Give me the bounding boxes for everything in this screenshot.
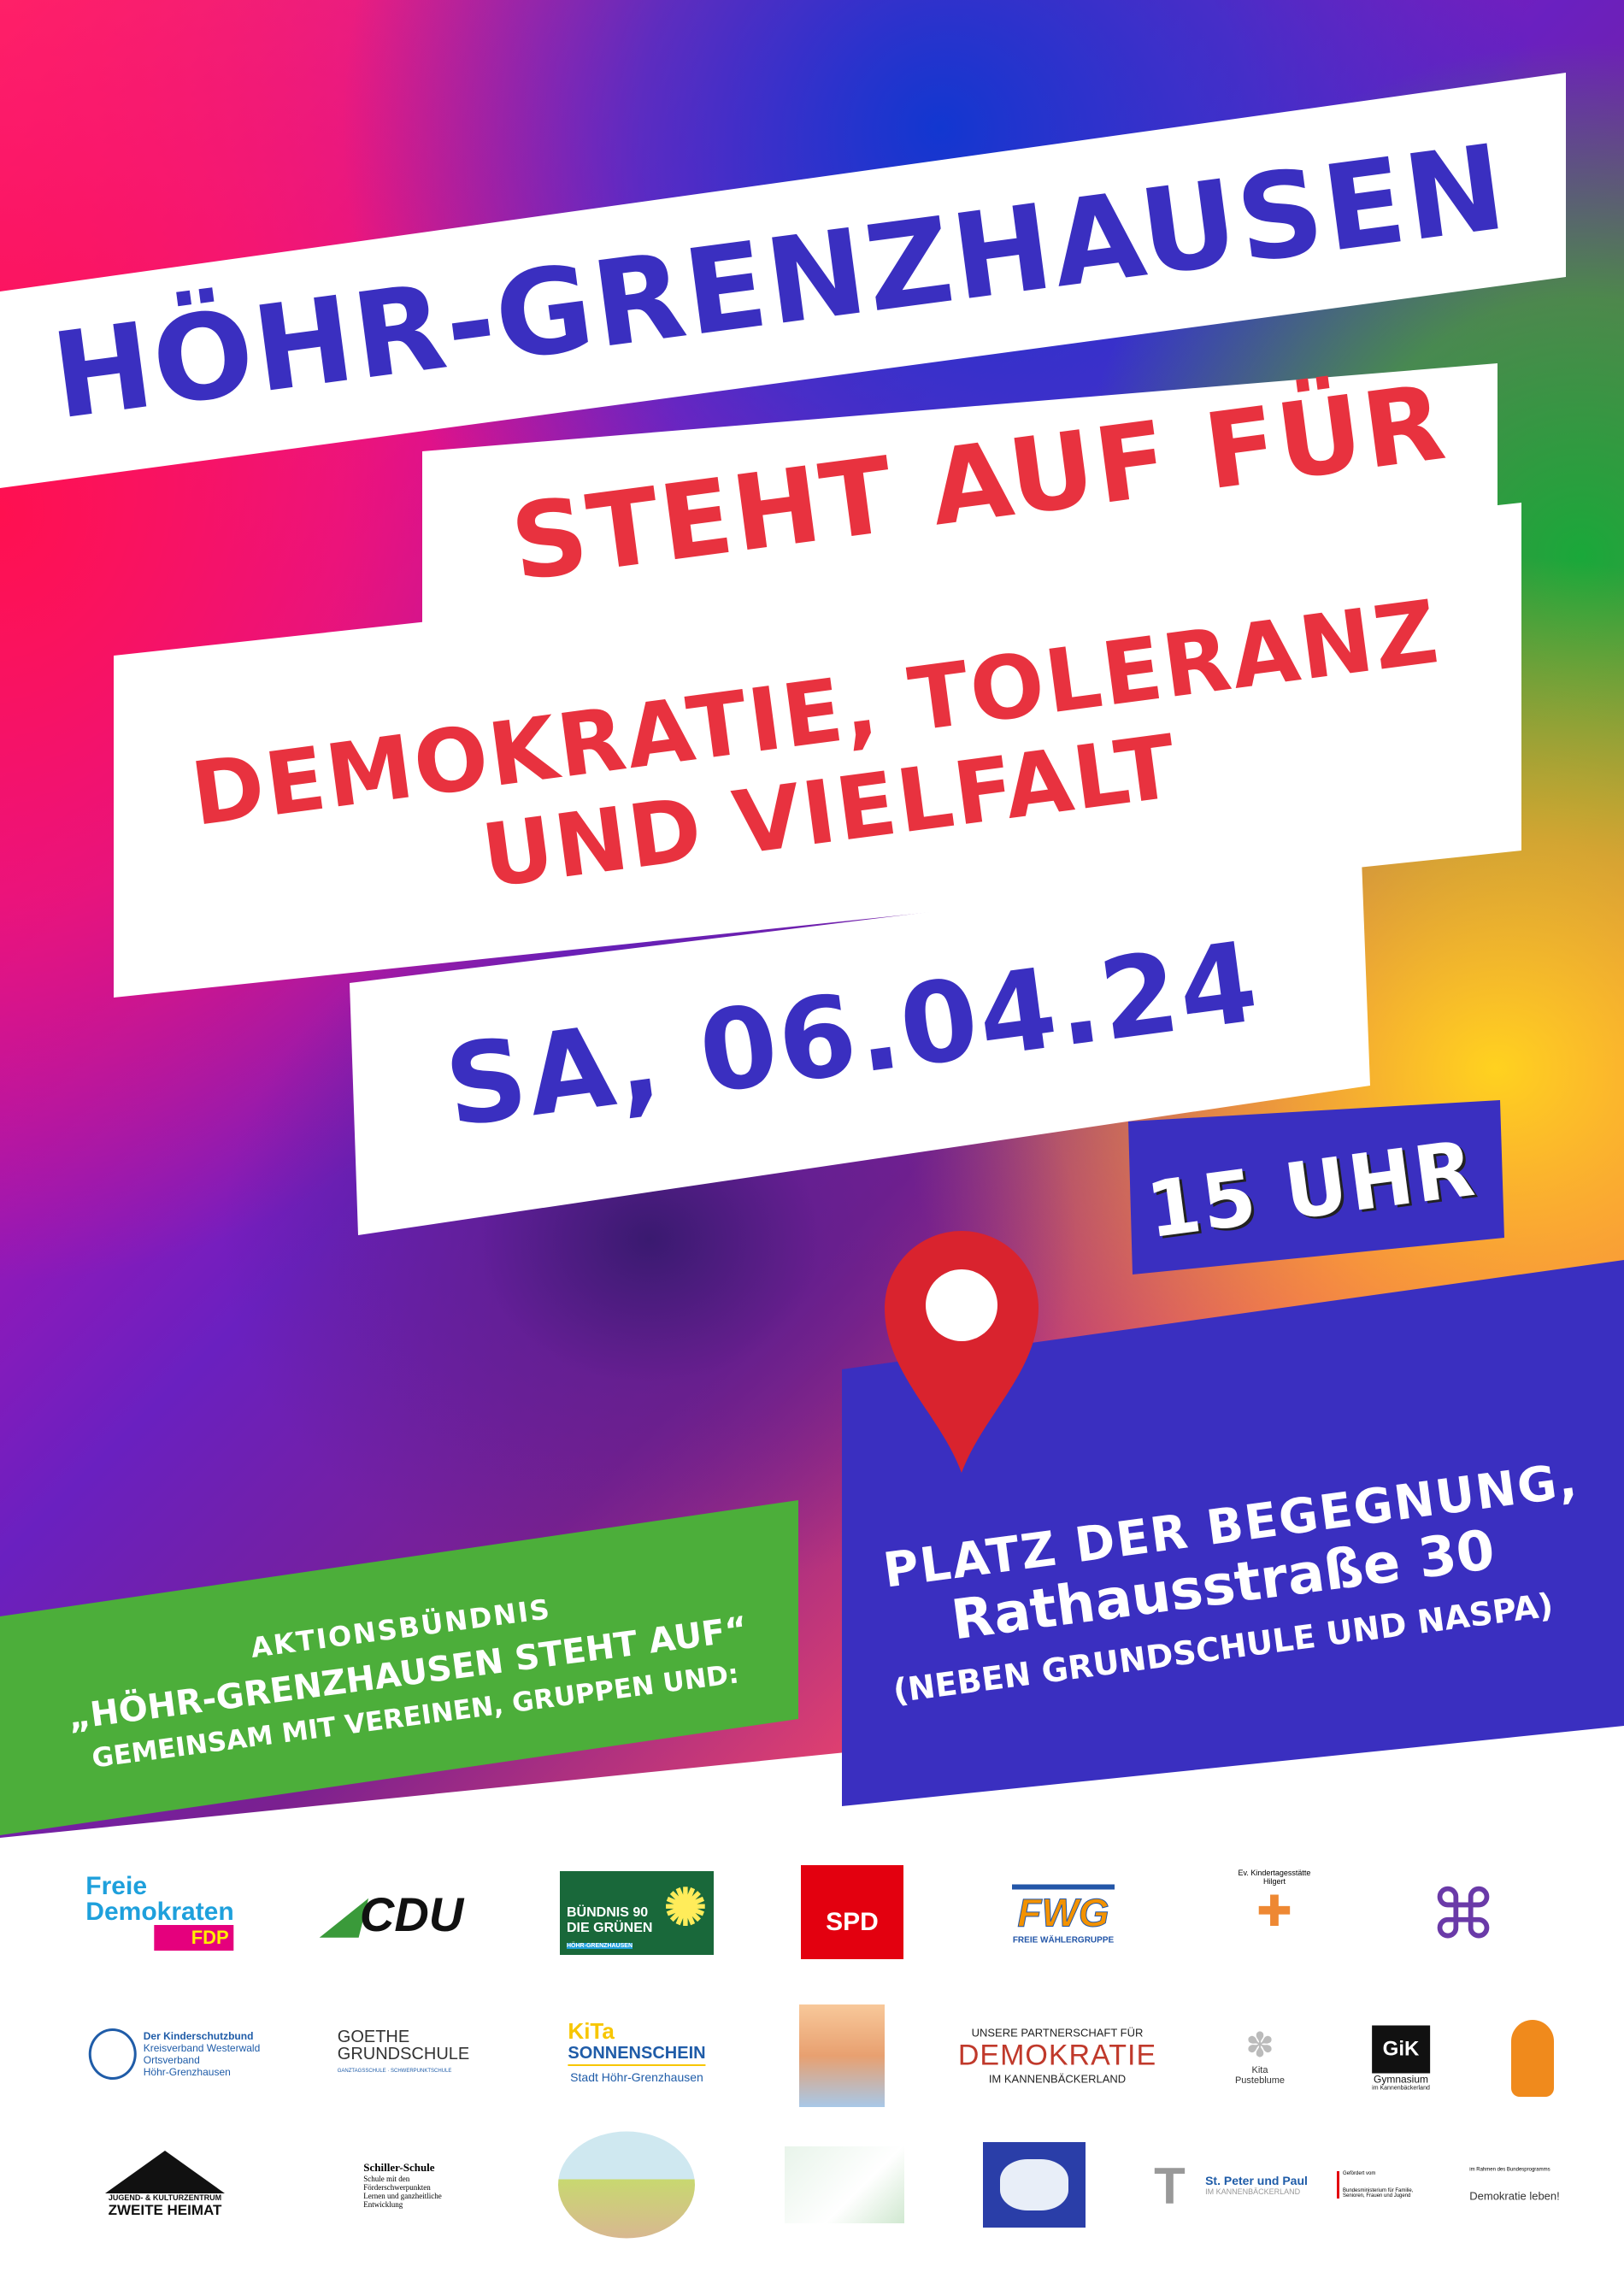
kita-illustration-logo [799,2004,885,2107]
map-pin-icon [885,1231,1039,1473]
cdu-logo: ◢CDU [322,1887,464,1941]
kita-ev-logo: Ev. Kindertagesstätte Hilgert ✚ [1238,1869,1311,1935]
kindergarten-st-josef-logo [558,2131,695,2239]
goethe-grundschule-logo: GOETHE GRUNDSCHULE GANZTAGSSCHULE · SCHWER… [337,2028,470,2074]
hands-globe-logo [983,2142,1086,2228]
partnerschaft-demokratie-logo: UNSERE PARTNERSCHAFT FÜR DEMOKRATIE IM KAN… [957,2026,1157,2086]
kita-sonnenschein-logo: KiTa SONNENSCHEIN Stadt Höhr-Grenzhausen [568,2020,706,2088]
church-cross-logo: ⌘ [1429,1876,1497,1953]
gruene-logo: BÜNDNIS 90 DIE GRÜNEN HÖHR-GRENZHAUSEN ✺ [560,1871,714,1955]
zweite-heimat-logo: JUGEND- & KULTURZENTRUM ZWEITE HEIMAT [105,2151,225,2219]
kinderschutzbund-logo: Der Kinderschutzbund Kreisverband Westerw… [88,2028,260,2080]
children-drawing-logo [785,2146,904,2223]
demokratie-leben-logo: im Rahmen des Bundesprogramms Demokratie … [1469,2167,1560,2203]
reading-figure-logo [1511,2020,1554,2097]
gymnasium-logo: GiK Gymnasium im Kannenbäckerland [1372,2025,1430,2092]
schiller-schule-logo: Schiller-Schule Schule mit den Förderschwe… [363,2161,442,2209]
spd-logo: SPD [801,1865,903,1959]
fwg-logo: FWG FREIE WÄHLERGRUPPE [1012,1884,1115,1946]
kita-pusteblume-logo: ✽ Kita Pusteblume [1234,2027,1286,2086]
fdp-logo: Freie Demokraten FDP [85,1874,234,1951]
st-peter-paul-logo: T St. Peter und Paul IM KANNENBÄCKERLAND [1154,2157,1308,2215]
bmfsfj-logo: Gefördert vom Bundesministerium für Famil… [1337,2171,1431,2199]
